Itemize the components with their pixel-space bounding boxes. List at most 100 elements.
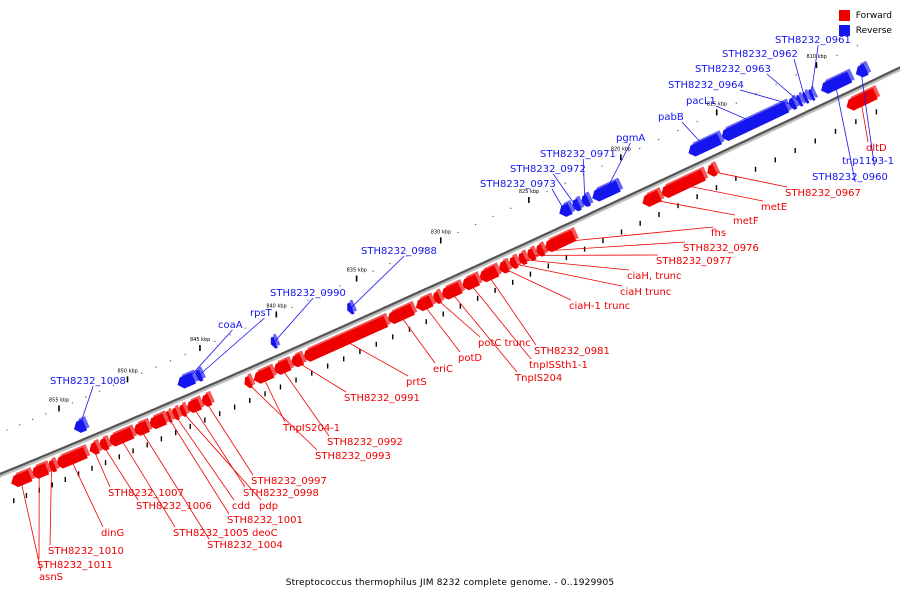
gene-sth8232-0993 [244, 373, 256, 389]
forward-gene-label: STH8232_0981 [534, 346, 610, 357]
forward-leader-line [650, 199, 736, 216]
gene-features [11, 60, 881, 488]
forward-swatch [838, 10, 850, 21]
tick-label: 815 kbp [707, 101, 727, 107]
reverse-leader-line [860, 71, 875, 167]
forward-leader-line [205, 401, 254, 476]
forward-gene-label: TnpIS204 [514, 373, 562, 384]
gene-potc-trunc [432, 288, 445, 304]
minor-tick [422, 247, 425, 249]
gene-sth8232-1007 [89, 438, 103, 455]
reverse-gene-label: STH8232_0963 [695, 64, 771, 75]
gene-fhs [544, 226, 579, 253]
gene-tnpis204-1 [253, 363, 277, 384]
forward-gene-label: cdd [232, 501, 250, 512]
minor-tick [6, 429, 8, 431]
gene-sth8232-0971 [581, 191, 594, 208]
reverse-leader-line [551, 188, 566, 212]
forward-gene-label: ciaH, trunc [627, 271, 682, 282]
tick-label: 850 kbp [117, 368, 137, 374]
forward-gene-label: STH8232_0998 [243, 488, 319, 499]
reverse-leader-line [582, 158, 586, 202]
minor-tick [457, 231, 459, 234]
legend-forward: Forward [838, 8, 892, 23]
forward-leader-line [539, 241, 686, 252]
forward-leader-line [262, 376, 286, 423]
forward-leader-line [711, 170, 788, 188]
forward-gene-label: STH8232_1011 [37, 560, 113, 571]
minor-tick [492, 215, 494, 218]
gene-sth8232-0991 [290, 350, 307, 368]
gene-sth8232-0967 [707, 161, 721, 177]
tick-label: 855 kbp [49, 397, 69, 403]
reverse-leader-line [715, 105, 755, 123]
gene-sth8232-0972 [572, 195, 585, 212]
forward-gene-label: ciaH-1 trunc [569, 301, 630, 312]
minor-tick [291, 306, 293, 309]
minor-tick [856, 44, 859, 47]
reverse-leader-line [185, 329, 233, 382]
reverse-leader-line [810, 44, 819, 96]
tick-label: 820 kbp [611, 146, 631, 152]
tick-label: 840 kbp [266, 303, 286, 309]
forward-gene-label: STH8232_1007 [108, 488, 184, 499]
tick-label: 825 kbp [519, 189, 539, 195]
gene-mete [661, 166, 709, 199]
forward-leader-line [343, 339, 409, 377]
forward-leader-line [49, 466, 52, 546]
reverse-gene-label: tnp1193-1 [842, 156, 894, 167]
forward-gene-label: STH8232_1005 deoC [173, 528, 278, 539]
minor-tick [244, 327, 247, 329]
reverse-swatch [838, 25, 850, 36]
minor-tick [775, 83, 777, 85]
gene-pabb [688, 130, 725, 157]
minor-tick [85, 396, 87, 398]
minor-tick [31, 418, 34, 421]
reverse-gene-label: STH8232_0962 [722, 49, 798, 60]
minor-tick [836, 54, 838, 57]
forward-leader-line [435, 298, 481, 338]
minor-tick [564, 182, 566, 184]
gene-tnpissth1-1 [461, 271, 483, 291]
minor-tick [214, 340, 216, 343]
forward-gene-label: STH8232_0991 [344, 393, 420, 404]
gene-sth8232-1004 [133, 417, 153, 436]
minor-tick [140, 372, 143, 374]
gene-sth8232-0977 [526, 245, 540, 261]
reverse-leader-line [681, 121, 705, 147]
forward-leader-line [423, 304, 461, 353]
forward-gene-label: pdp [259, 501, 278, 512]
minor-tick [510, 207, 512, 209]
forward-leader-line [102, 444, 139, 501]
backbone-shadow [0, 67, 900, 478]
gene-sth8232-0961 [808, 86, 819, 101]
minor-tick [98, 390, 101, 392]
forward-leader-line [399, 314, 436, 364]
forward-leader-line [281, 367, 330, 437]
minor-tick [71, 402, 74, 404]
forward-gene-label: STH8232_1001 [227, 515, 303, 526]
forward-gene-label: ciaH trunc [620, 287, 671, 298]
reverse-leader-line [197, 317, 265, 377]
legend-forward-label: Forward [855, 10, 892, 21]
minor-tick [677, 129, 679, 132]
gene-ciah-trunc [509, 253, 522, 270]
reverse-leader-line [272, 297, 314, 344]
forward-gene-label: asnS [39, 572, 63, 583]
backbone-line [0, 66, 900, 476]
forward-gene-label: dinG [101, 528, 124, 539]
forward-leader-line [559, 226, 714, 243]
forward-gene-label: STH8232_0967 [785, 188, 861, 199]
gene-sth8232-1001 [165, 407, 176, 423]
forward-leader-line [192, 406, 246, 488]
gene-ding [56, 444, 91, 469]
forward-gene-label: fhs [711, 228, 726, 239]
gene-tnpis204 [441, 279, 466, 300]
minor-tick [339, 285, 341, 287]
minor-tick [19, 424, 21, 426]
minor-tick [45, 413, 47, 415]
reverse-gene-label: STH8232_1008 [50, 376, 126, 387]
minor-tick [155, 366, 157, 368]
